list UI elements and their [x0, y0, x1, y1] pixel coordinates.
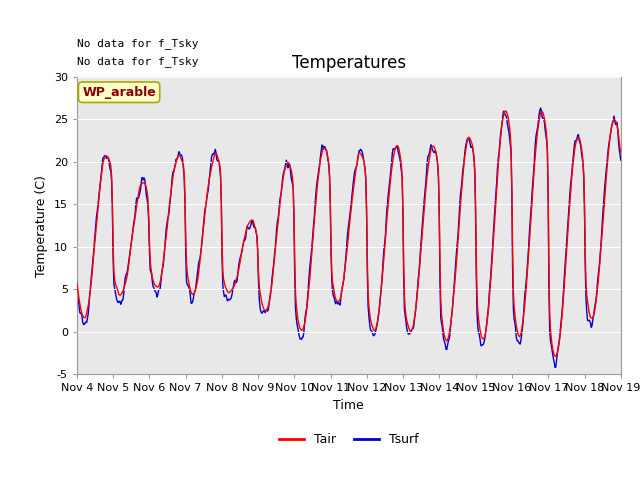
Tair [617, 149, 625, 155]
X-axis label: Time: Time [333, 399, 364, 412]
Legend: Tair, Tsurf: Tair, Tsurf [274, 429, 424, 452]
Y-axis label: Temperature (C): Temperature (C) [35, 175, 48, 276]
Tair [83, 311, 90, 316]
Tair [139, 180, 147, 186]
Tair [551, 353, 559, 359]
Tsurf [431, 149, 438, 155]
Text: WP_arable: WP_arable [82, 86, 156, 99]
Tair [431, 145, 438, 151]
Line: Tsurf: Tsurf [77, 108, 621, 367]
Tair [415, 274, 422, 280]
Tsurf [194, 268, 202, 274]
Tsurf [551, 364, 559, 370]
Tsurf [537, 105, 545, 111]
Tair [73, 280, 81, 286]
Tsurf [617, 157, 625, 163]
Tsurf [139, 175, 147, 180]
Text: No data for f_Tsky: No data for f_Tsky [77, 56, 198, 67]
Tsurf [223, 295, 230, 300]
Tsurf [73, 283, 81, 289]
Line: Tair: Tair [77, 111, 621, 356]
Tair [502, 108, 509, 114]
Tair [223, 287, 230, 292]
Title: Temperatures: Temperatures [292, 54, 406, 72]
Text: No data for f_Tsky: No data for f_Tsky [77, 38, 198, 49]
Tair [194, 276, 202, 281]
Tsurf [415, 271, 422, 276]
Tsurf [83, 320, 90, 325]
